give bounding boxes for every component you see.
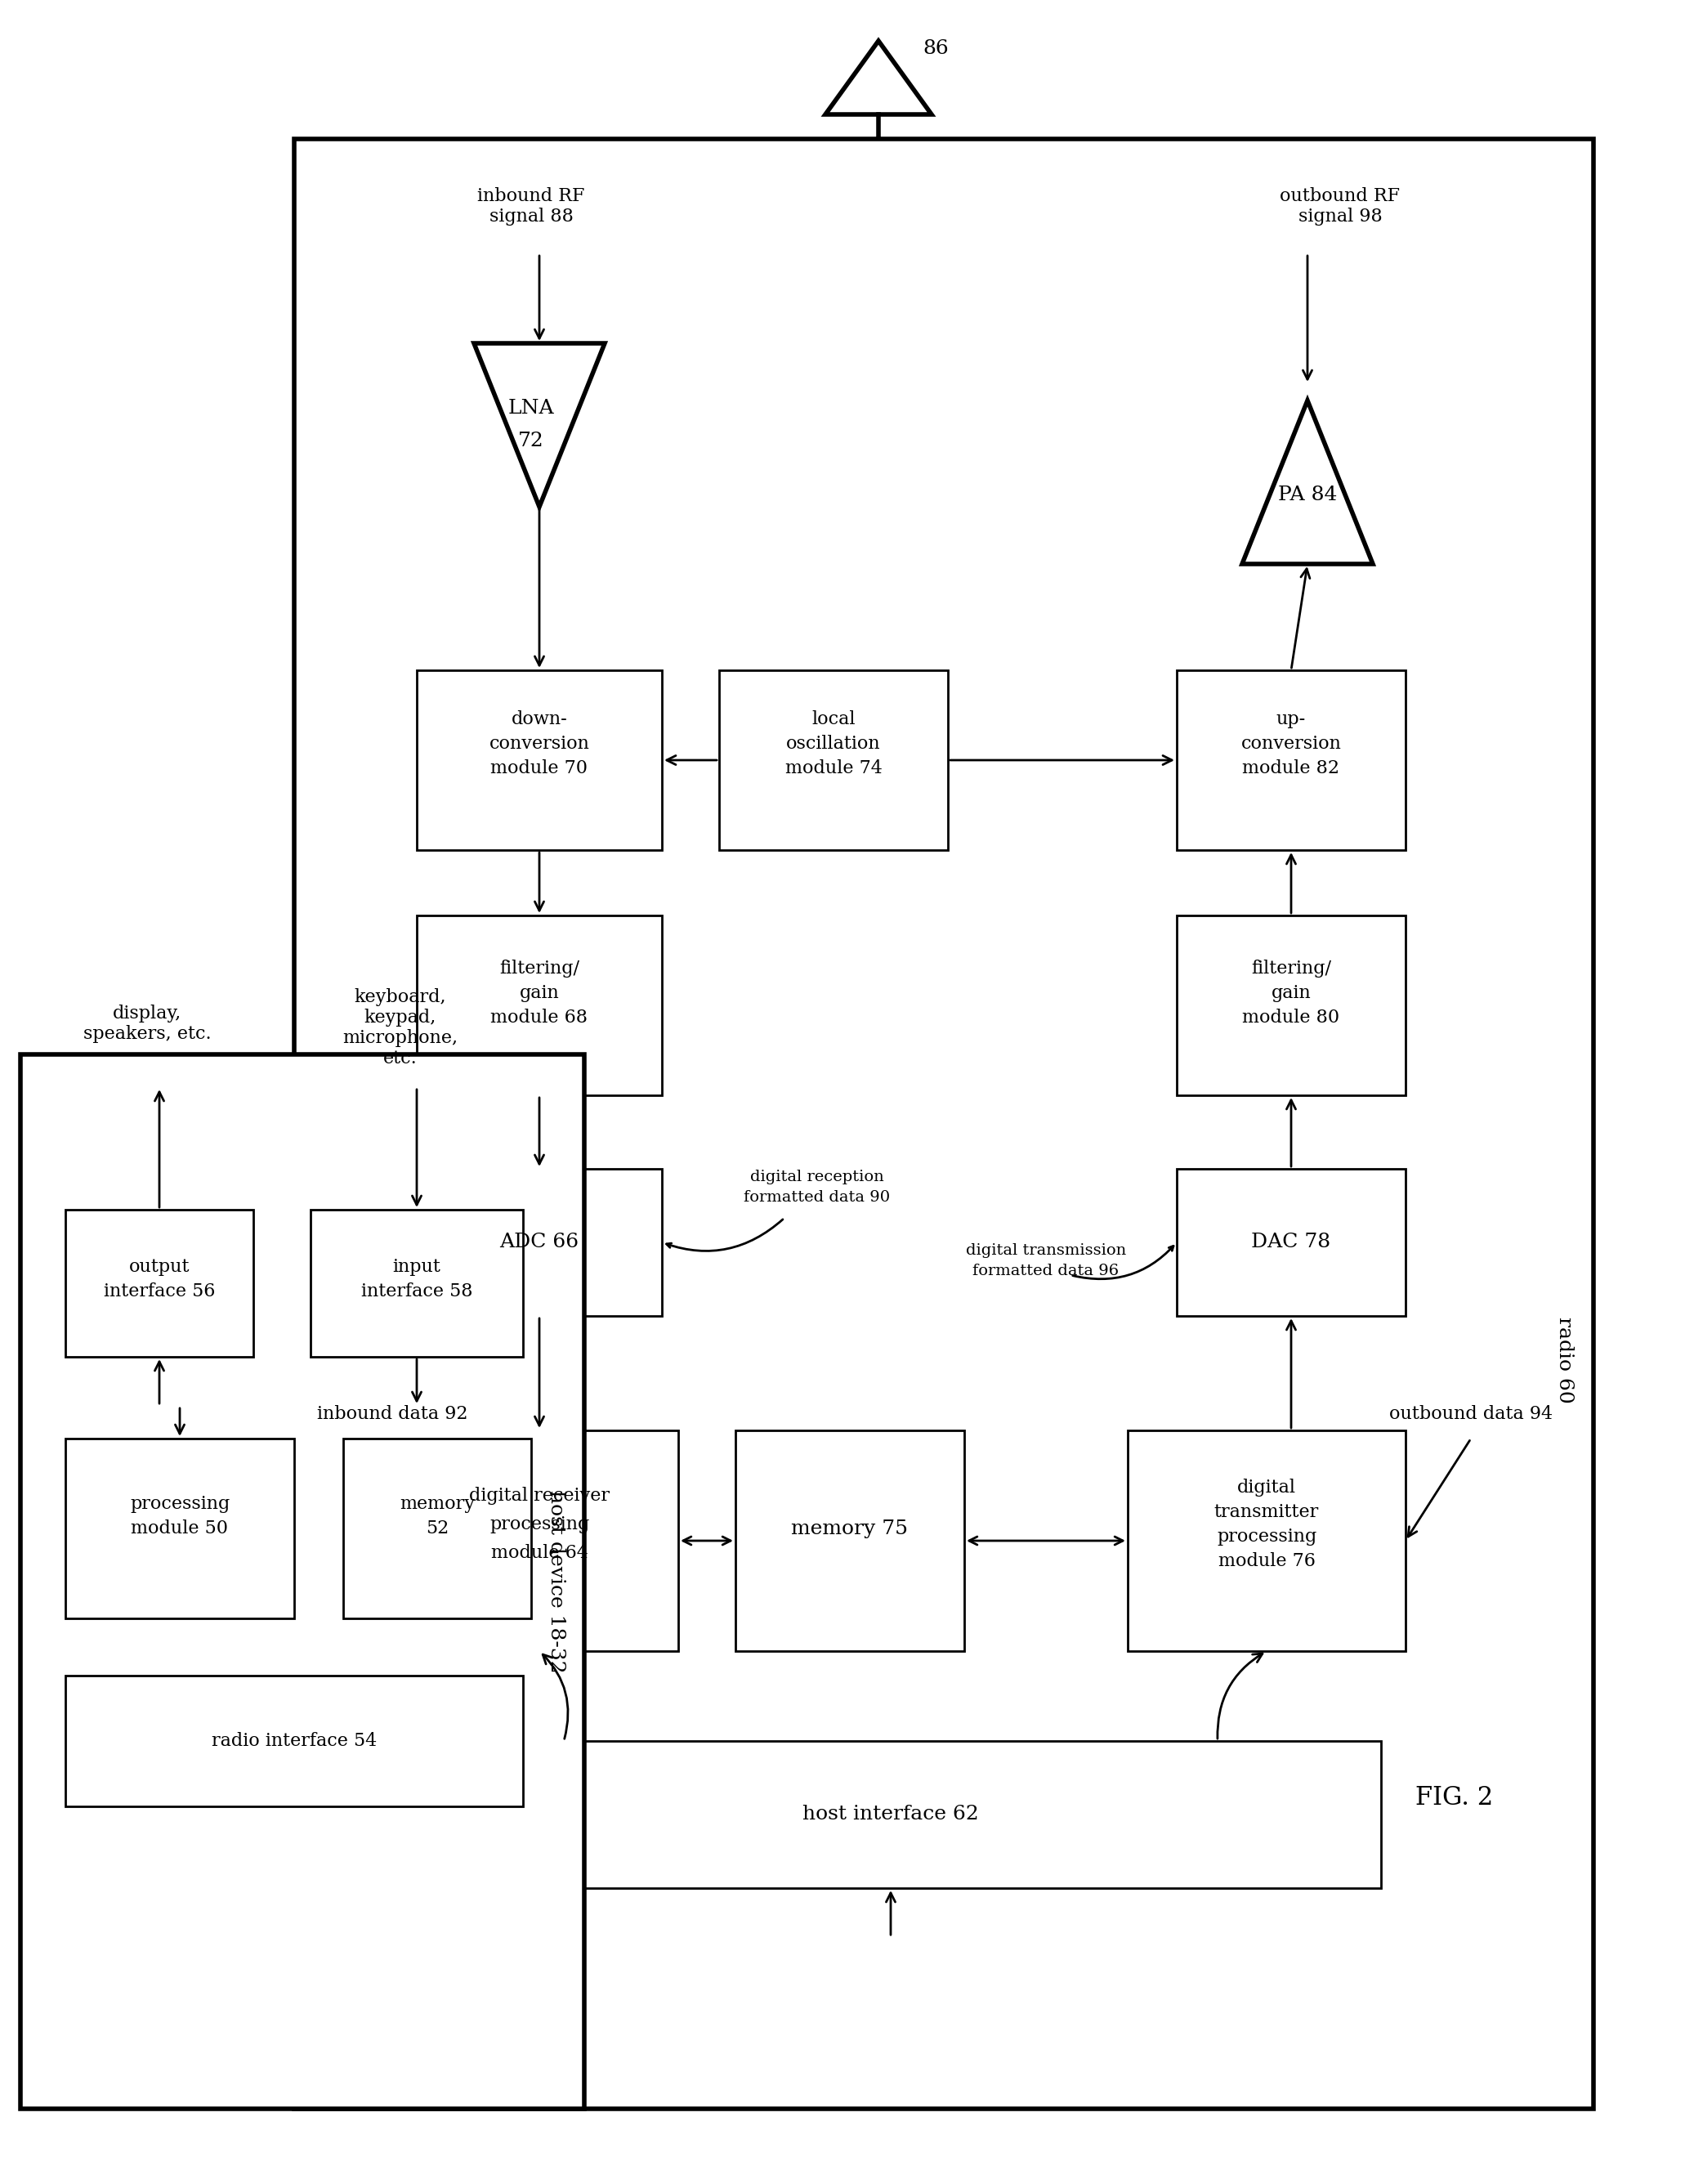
Text: 72: 72 xyxy=(519,432,544,450)
Text: keypad,: keypad, xyxy=(364,1009,436,1026)
Text: ADC 66: ADC 66 xyxy=(500,1234,580,1251)
Text: interface 56: interface 56 xyxy=(103,1282,216,1299)
Text: filtering/: filtering/ xyxy=(499,959,580,978)
Text: memory: memory xyxy=(399,1496,475,1514)
Bar xyxy=(1176,915,1405,1094)
Text: module 82: module 82 xyxy=(1242,760,1340,778)
Text: filtering/: filtering/ xyxy=(1250,959,1331,978)
Text: host interface 62: host interface 62 xyxy=(802,1806,979,1824)
Text: microphone,: microphone, xyxy=(342,1029,458,1046)
Text: conversion: conversion xyxy=(489,734,590,753)
Text: processing: processing xyxy=(489,1516,590,1533)
Text: module 80: module 80 xyxy=(1242,1009,1340,1026)
Text: host device 18-32: host device 18-32 xyxy=(546,1489,564,1673)
Bar xyxy=(735,1431,964,1651)
Bar xyxy=(1176,670,1405,850)
Text: transmitter: transmitter xyxy=(1215,1503,1319,1520)
Text: memory 75: memory 75 xyxy=(792,1520,908,1538)
Text: radio 60: radio 60 xyxy=(1555,1317,1574,1404)
Text: inbound RF: inbound RF xyxy=(477,188,585,205)
Bar xyxy=(66,1675,522,1806)
Bar xyxy=(20,1055,585,2110)
Text: output: output xyxy=(130,1258,190,1275)
Bar xyxy=(401,1741,1382,1889)
Text: digital transmission: digital transmission xyxy=(966,1243,1126,1258)
Text: module 68: module 68 xyxy=(490,1009,588,1026)
Bar xyxy=(310,1210,522,1356)
Bar xyxy=(401,1431,679,1651)
Text: module 76: module 76 xyxy=(1218,1553,1316,1570)
Bar xyxy=(1176,1168,1405,1317)
Text: conversion: conversion xyxy=(1240,734,1341,753)
Text: 52: 52 xyxy=(426,1520,448,1538)
Text: interface 58: interface 58 xyxy=(361,1282,472,1299)
Text: down-: down- xyxy=(511,710,568,727)
Text: up-: up- xyxy=(1276,710,1306,727)
Text: FIG. 2: FIG. 2 xyxy=(1415,1787,1493,1811)
Text: signal 98: signal 98 xyxy=(1297,207,1382,225)
Text: module 74: module 74 xyxy=(785,760,881,778)
Text: inbound data 92: inbound data 92 xyxy=(317,1404,468,1424)
Text: digital receiver: digital receiver xyxy=(468,1487,610,1505)
Text: outbound RF: outbound RF xyxy=(1281,188,1400,205)
Text: PA 84: PA 84 xyxy=(1277,485,1336,505)
Bar xyxy=(66,1210,253,1356)
Text: digital reception: digital reception xyxy=(750,1171,885,1184)
Bar xyxy=(416,915,662,1094)
Bar xyxy=(416,670,662,850)
Bar xyxy=(295,140,1594,2110)
Text: LNA: LNA xyxy=(507,400,554,417)
Text: local: local xyxy=(812,710,856,727)
Text: DAC 78: DAC 78 xyxy=(1252,1234,1331,1251)
Bar xyxy=(66,1439,295,1618)
Text: module 50: module 50 xyxy=(131,1520,229,1538)
Bar xyxy=(344,1439,531,1618)
Text: formatted data 96: formatted data 96 xyxy=(972,1265,1119,1278)
Text: gain: gain xyxy=(1270,985,1311,1002)
Text: etc.: etc. xyxy=(384,1051,418,1068)
Text: keyboard,: keyboard, xyxy=(354,987,447,1007)
Bar xyxy=(1127,1431,1405,1651)
Text: speakers, etc.: speakers, etc. xyxy=(83,1024,211,1044)
Text: gain: gain xyxy=(519,985,559,1002)
Text: module 64: module 64 xyxy=(490,1544,588,1562)
Text: display,: display, xyxy=(113,1005,182,1022)
Text: module 70: module 70 xyxy=(490,760,588,778)
Text: outbound data 94: outbound data 94 xyxy=(1388,1404,1552,1424)
Bar xyxy=(719,670,949,850)
Text: signal 88: signal 88 xyxy=(489,207,573,225)
Text: 86: 86 xyxy=(923,39,949,59)
Text: formatted data 90: formatted data 90 xyxy=(745,1190,890,1206)
Text: input: input xyxy=(393,1258,441,1275)
Text: processing: processing xyxy=(130,1496,229,1514)
Text: oscillation: oscillation xyxy=(787,734,881,753)
Text: processing: processing xyxy=(1217,1527,1316,1546)
Bar xyxy=(416,1168,662,1317)
Text: radio interface 54: radio interface 54 xyxy=(212,1732,377,1749)
Text: digital: digital xyxy=(1237,1479,1296,1496)
